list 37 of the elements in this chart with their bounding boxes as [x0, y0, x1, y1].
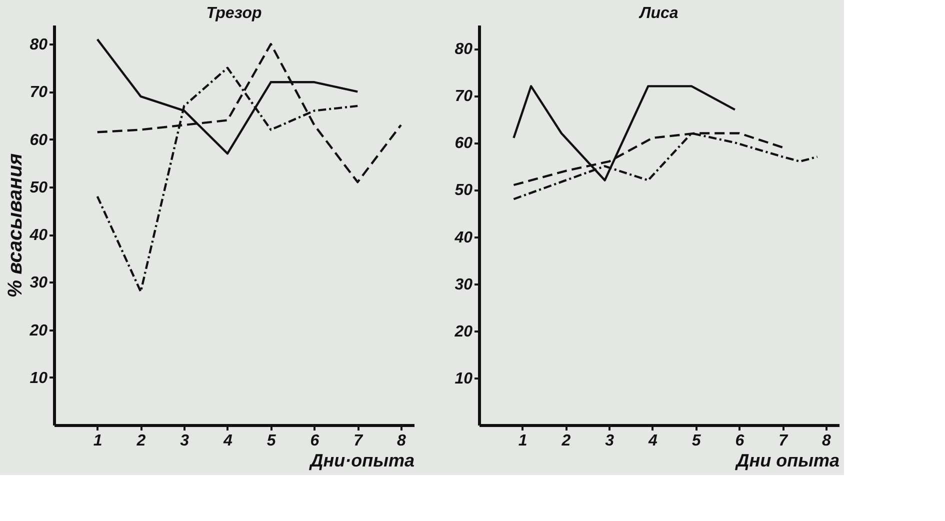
chart-title: Трезор: [206, 5, 262, 22]
x-tick-label: 3: [180, 432, 190, 450]
y-tick-label: 20: [454, 323, 473, 340]
x-tick-label: 2: [136, 432, 146, 450]
y-tick-label: 30: [454, 276, 473, 294]
y-tick-label: 20: [28, 322, 48, 340]
x-tick-label: 5: [266, 432, 277, 450]
y-tick-label: 60: [454, 135, 473, 152]
x-axis-title: Дни опыта: [734, 450, 840, 470]
x-tick-label: 8: [397, 432, 406, 450]
y-tick-label: 70: [454, 88, 473, 106]
x-tick-label: 5: [692, 432, 702, 450]
y-tick-label: 40: [28, 227, 48, 244]
y-tick-label: 10: [30, 370, 48, 387]
x-tick-label: 4: [648, 432, 658, 450]
chart-title: Лиса: [638, 5, 678, 22]
x-tick-label: 8: [822, 432, 832, 450]
x-tick-label: 3: [605, 432, 614, 450]
y-tick-label: 80: [454, 41, 473, 58]
y-tick-label: 30: [30, 274, 48, 292]
x-tick-label: 6: [310, 432, 320, 450]
y-tick-label: 70: [30, 84, 48, 102]
y-tick-label: 50: [30, 179, 48, 196]
x-tick-label: 7: [354, 432, 364, 450]
x-tick-label: 4: [222, 432, 233, 450]
x-tick-label: 2: [560, 432, 571, 450]
x-tick-label: 6: [735, 432, 744, 450]
x-axis-title: Дни·опыта: [308, 450, 414, 470]
y-tick-label: 10: [454, 370, 473, 388]
y-axis-title: % всасывания: [4, 153, 27, 298]
y-tick-label: 60: [30, 132, 48, 149]
y-tick-label: 40: [454, 229, 473, 246]
x-tick-label: 1: [93, 432, 102, 450]
x-tick-label: 1: [518, 432, 528, 450]
y-tick-label: 80: [30, 36, 48, 54]
y-tick-label: 50: [454, 182, 473, 200]
x-tick-label: 7: [778, 432, 789, 450]
